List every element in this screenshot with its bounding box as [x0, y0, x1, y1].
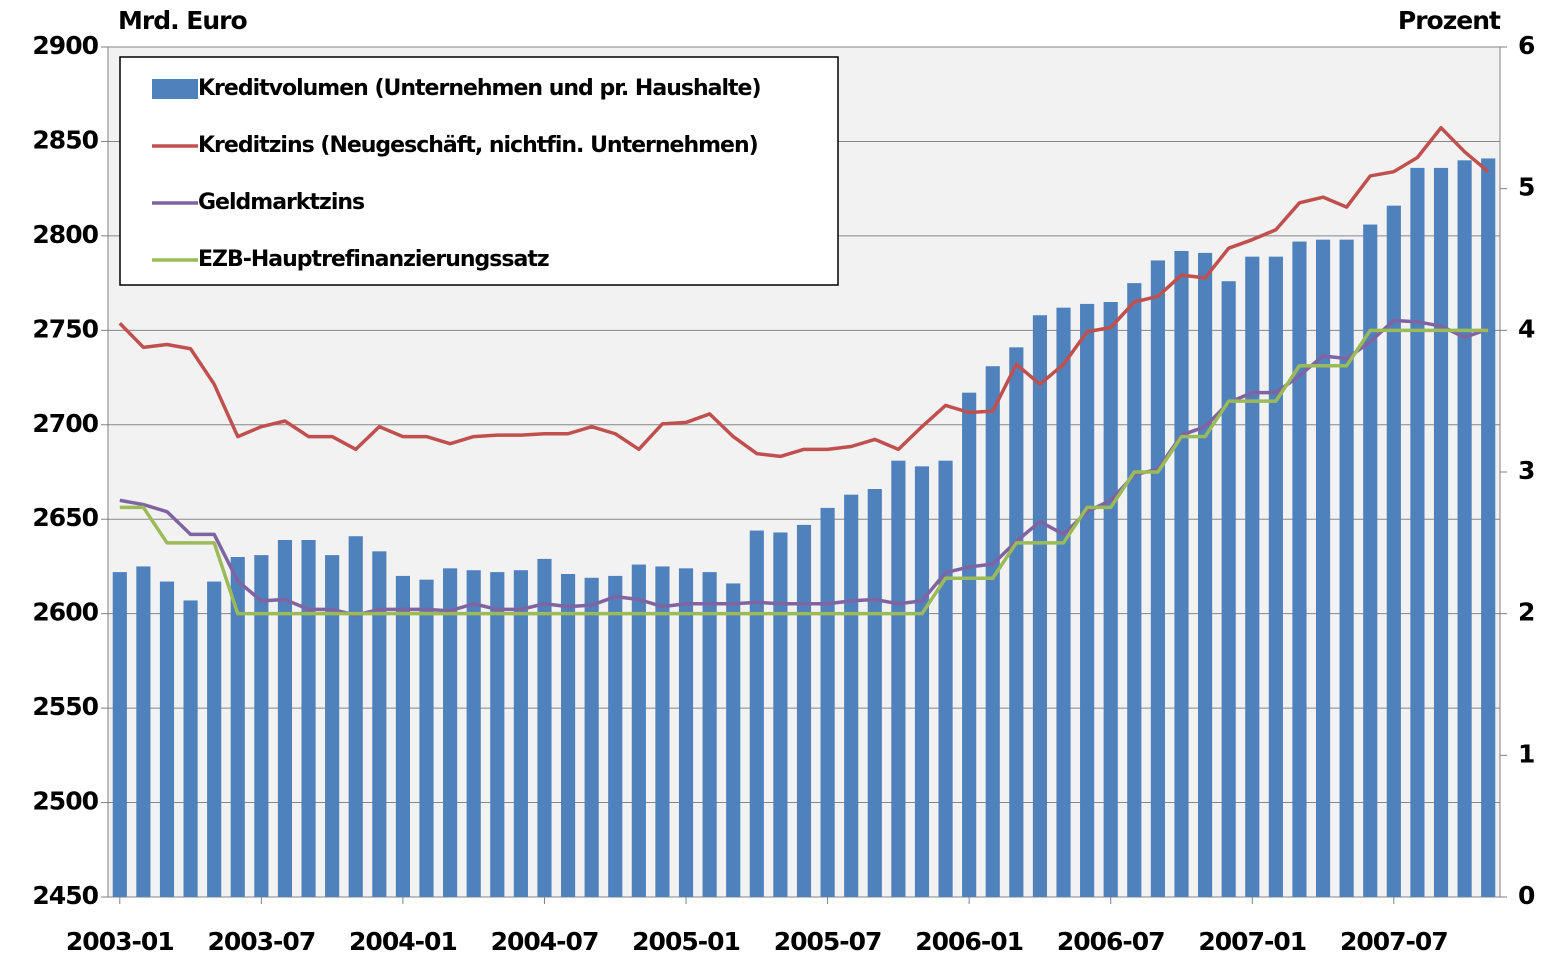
bar	[301, 540, 316, 897]
bar	[608, 575, 623, 897]
bar	[1292, 241, 1307, 898]
bar	[1009, 347, 1024, 897]
bar	[136, 566, 151, 897]
bar	[466, 570, 481, 897]
legend: Kreditvolumen (Unternehmen und pr. Haush…	[119, 56, 839, 286]
bar	[419, 579, 434, 897]
bar	[1481, 158, 1496, 897]
bar	[773, 532, 788, 897]
bar	[1433, 167, 1449, 897]
bar	[1056, 307, 1071, 898]
bar	[655, 566, 670, 897]
bar	[348, 536, 363, 897]
bar	[537, 558, 552, 897]
y-tick-label: 2750	[32, 314, 98, 343]
bar	[1150, 260, 1165, 897]
bar	[1032, 315, 1048, 897]
bar	[112, 572, 127, 897]
y2-axis-label: Prozent	[1398, 6, 1501, 35]
y2-tick-label: 6	[1518, 31, 1535, 60]
bar	[490, 572, 505, 897]
line	[118, 126, 1490, 459]
legend-label: Geldmarktzins	[198, 190, 365, 215]
bar	[1268, 256, 1283, 898]
bar	[395, 575, 410, 897]
x-tick-label: 2003-01	[66, 927, 174, 956]
x-tick-label: 2003-07	[207, 927, 315, 956]
bar	[325, 555, 340, 897]
bar	[277, 540, 293, 897]
bar	[560, 574, 576, 897]
y-tick-label: 2800	[32, 220, 98, 249]
bar	[1386, 205, 1401, 897]
bar	[796, 524, 812, 897]
y-tick-label: 2500	[32, 787, 98, 816]
bar	[1127, 283, 1142, 898]
bar	[867, 489, 882, 897]
y-tick-label: 2850	[32, 125, 98, 154]
legend-label: Kreditzins (Neugeschäft, nichtfin. Unter…	[198, 133, 758, 158]
bar	[1221, 281, 1236, 897]
x-tick-label: 2004-07	[491, 927, 599, 956]
y2-tick-label: 4	[1518, 314, 1535, 343]
bar	[631, 564, 646, 897]
bar	[820, 507, 835, 897]
y2-tick-label: 0	[1518, 881, 1535, 910]
bar	[183, 600, 198, 897]
x-tick-label: 2005-07	[774, 927, 882, 956]
bar	[159, 581, 175, 897]
y-tick-label: 2900	[32, 31, 98, 60]
x-tick-label: 2004-01	[349, 927, 457, 956]
bar	[230, 557, 245, 897]
bar	[914, 466, 930, 897]
y2-tick-label: 3	[1518, 456, 1534, 485]
bar	[513, 570, 528, 897]
bar	[1198, 252, 1213, 897]
x-tick-label: 2006-01	[915, 927, 1023, 956]
bar	[985, 366, 1000, 897]
bar	[938, 460, 953, 897]
bar	[1315, 239, 1331, 897]
bar	[678, 568, 694, 897]
bar	[1080, 303, 1095, 897]
legend-label: Kreditvolumen (Unternehmen und pr. Haush…	[198, 76, 761, 101]
bar	[962, 392, 977, 897]
y-tick-label: 2550	[32, 692, 98, 721]
y-tick-label: 2700	[32, 409, 98, 438]
y-tick-label: 2650	[32, 503, 98, 532]
legend-swatch	[152, 79, 198, 99]
y-tick-label: 2600	[32, 598, 98, 627]
bar	[443, 568, 458, 897]
bar	[844, 494, 859, 897]
bar	[372, 551, 387, 897]
bar	[726, 583, 741, 897]
bar	[702, 572, 717, 897]
bar	[1174, 251, 1189, 897]
y2-tick-label: 1	[1518, 739, 1534, 768]
x-tick-label: 2007-01	[1198, 927, 1306, 956]
bar	[1339, 239, 1354, 897]
y2-tick-label: 2	[1518, 598, 1534, 627]
x-tick-label: 2005-01	[632, 927, 740, 956]
bar	[1457, 160, 1472, 898]
bar	[584, 577, 599, 897]
line	[119, 328, 1489, 616]
bar	[1103, 302, 1118, 897]
bar	[254, 555, 269, 897]
legend-box	[119, 56, 839, 286]
y2-tick-label: 5	[1518, 173, 1534, 202]
legend-label: EZB-Hauptrefinanzierungssatz	[198, 247, 549, 272]
x-tick-label: 2006-07	[1057, 927, 1165, 956]
x-tick-label: 2007-07	[1340, 927, 1448, 956]
bar	[1410, 167, 1425, 897]
bar	[1363, 224, 1378, 898]
bar	[1245, 256, 1260, 898]
bar	[749, 530, 764, 897]
bar	[207, 581, 222, 897]
y-tick-label: 2450	[32, 881, 98, 910]
bar	[891, 460, 906, 897]
y-axis-label: Mrd. Euro	[118, 6, 248, 35]
